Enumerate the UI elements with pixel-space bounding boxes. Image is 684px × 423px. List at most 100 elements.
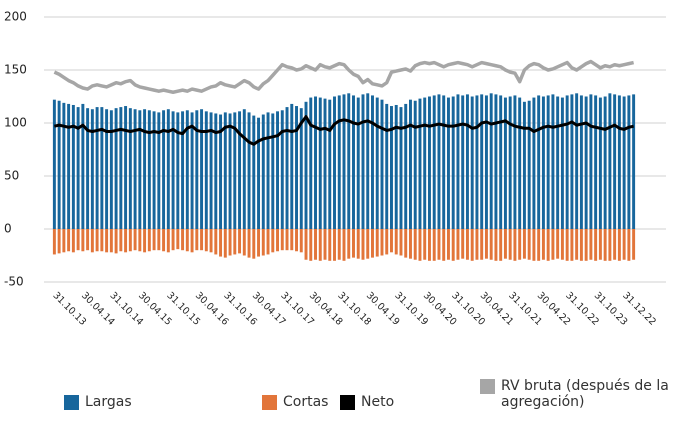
bar — [209, 112, 213, 229]
bar — [200, 229, 204, 251]
bar — [299, 229, 303, 253]
bar — [147, 110, 151, 229]
bar — [86, 108, 90, 229]
bar — [584, 229, 588, 261]
bar — [190, 112, 194, 229]
bar — [252, 115, 256, 229]
bar — [290, 103, 294, 229]
bar — [361, 94, 365, 229]
bar — [57, 100, 61, 230]
bar — [432, 95, 436, 229]
bar — [124, 106, 128, 229]
bar — [394, 104, 398, 229]
bar — [499, 229, 503, 261]
bar — [551, 229, 555, 260]
y-tick-label: 50 — [4, 169, 19, 183]
bar — [475, 229, 479, 260]
bar — [152, 111, 156, 229]
bar — [551, 94, 555, 229]
bar — [328, 99, 332, 230]
bar — [513, 95, 517, 229]
bar — [252, 229, 256, 259]
bar — [446, 229, 450, 260]
legend-swatch — [262, 395, 277, 410]
bar — [347, 93, 351, 229]
bar — [366, 229, 370, 259]
bar — [157, 229, 161, 251]
bar — [204, 111, 208, 229]
chart: -5005010015020031.10.1330.04.1431.10.143… — [4, 10, 666, 328]
legend-swatch — [64, 395, 79, 410]
bar — [385, 229, 389, 255]
bar — [617, 95, 621, 229]
legend-item: Neto — [340, 394, 394, 410]
bar — [276, 229, 280, 252]
bar — [276, 111, 280, 229]
bar — [185, 110, 189, 229]
bar — [71, 104, 75, 229]
bar — [503, 229, 507, 259]
bar — [328, 229, 332, 261]
legend-label: RV bruta (después de la agregación) — [501, 378, 669, 410]
bar — [280, 229, 284, 251]
bar — [461, 95, 465, 229]
bar — [470, 229, 474, 261]
bar — [632, 94, 636, 229]
bar — [323, 229, 327, 260]
bar — [266, 112, 270, 229]
bar — [67, 229, 71, 252]
bar — [427, 229, 431, 261]
bar — [522, 101, 526, 229]
bar — [266, 229, 270, 255]
bar — [242, 229, 246, 256]
bar — [71, 229, 75, 253]
bar — [342, 94, 346, 229]
bar — [494, 229, 498, 261]
bar — [271, 229, 275, 253]
bar — [67, 103, 71, 229]
bar — [119, 229, 123, 252]
bar — [128, 229, 132, 252]
bar — [290, 229, 294, 251]
bar — [223, 112, 227, 229]
bar — [342, 229, 346, 261]
bar — [181, 111, 185, 229]
bar — [219, 114, 223, 229]
bar — [451, 229, 455, 261]
bar — [176, 229, 180, 250]
bar — [408, 229, 412, 259]
bar — [375, 229, 379, 257]
bar — [138, 229, 142, 252]
y-tick-label: 200 — [4, 10, 27, 24]
bar — [575, 93, 579, 229]
bar — [394, 229, 398, 255]
bar — [185, 229, 189, 252]
bar — [546, 229, 550, 261]
bar — [228, 113, 232, 229]
legend-label: Cortas — [283, 394, 329, 410]
bar — [508, 96, 512, 229]
bar — [361, 229, 365, 260]
bar — [90, 109, 94, 229]
bar — [570, 94, 574, 229]
bar — [95, 229, 99, 252]
bar — [622, 96, 626, 229]
bar — [128, 108, 132, 229]
bar — [494, 94, 498, 229]
legend-swatch — [480, 379, 495, 394]
bar — [527, 229, 531, 260]
legend-item: Cortas — [262, 394, 328, 410]
bar — [333, 229, 336, 261]
bar — [119, 107, 123, 229]
bar — [390, 229, 393, 253]
bar — [489, 93, 493, 229]
bar — [238, 229, 242, 254]
bar — [100, 229, 104, 252]
bar — [261, 229, 265, 256]
bar — [81, 229, 85, 252]
y-tick-label: 0 — [4, 222, 12, 236]
bar — [337, 229, 341, 260]
bar — [295, 229, 298, 252]
bar — [565, 95, 569, 229]
bar — [579, 229, 583, 261]
